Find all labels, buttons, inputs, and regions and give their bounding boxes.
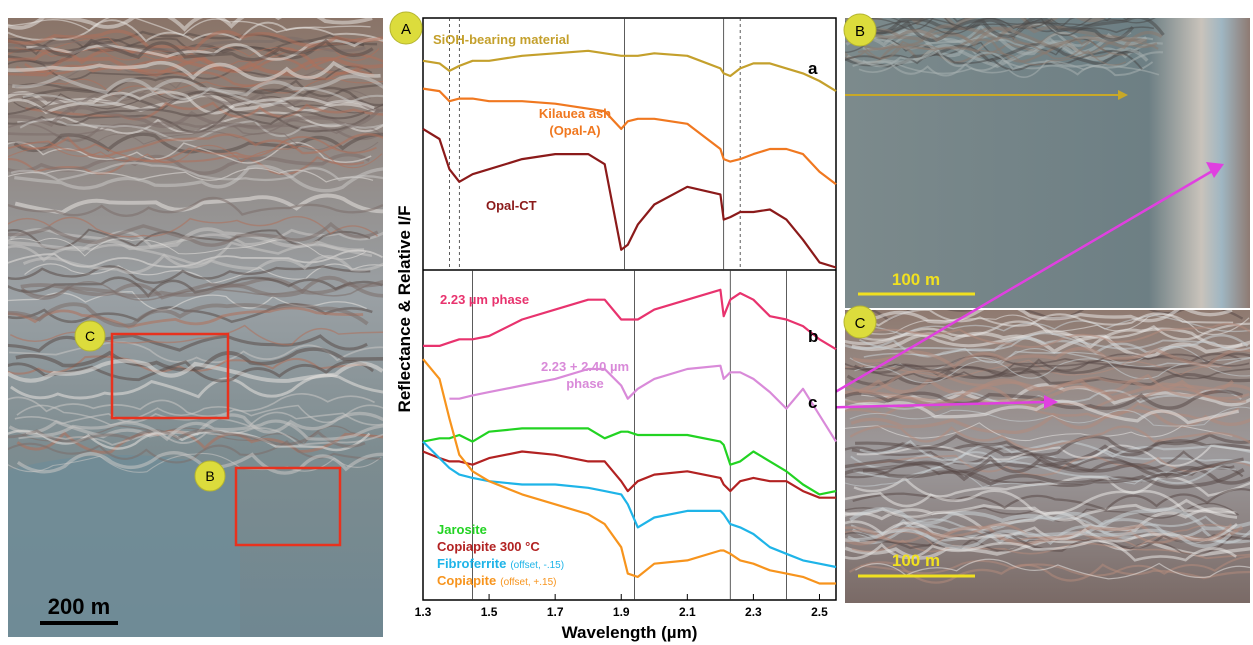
x-tick-label: 2.3 (745, 605, 762, 619)
x-tick-label: 1.3 (415, 605, 432, 619)
x-tick-label: 1.7 (547, 605, 564, 619)
scale-bar-label: 100 m (892, 551, 940, 570)
series-name: Opal-CT (486, 198, 537, 213)
series-name: Fibroferrite (437, 556, 506, 571)
series-name: 2.23 + 2.40 µm phase (541, 359, 629, 391)
box-label: B (205, 468, 214, 484)
x-tick-label: 1.9 (613, 605, 630, 619)
series-label: SiOH-bearing material (433, 31, 570, 48)
x-axis-label: Wavelength (µm) (562, 623, 698, 642)
x-tick-label: 2.5 (811, 605, 828, 619)
series-label: Copiapite 300 °C (437, 538, 540, 555)
series-name: 2.23 µm phase (440, 292, 529, 307)
figure: C B 200 m 100 m 100 m B C A a Reflectance… (0, 0, 1253, 645)
x-tick-label: 1.5 (481, 605, 498, 619)
series-name: Copiapite 300 °C (437, 539, 540, 554)
series-note: (offset, -.15) (510, 560, 564, 571)
series-label: Kilauea ash (Opal-A) (525, 105, 625, 139)
series-label: 2.23 µm phase (440, 291, 529, 308)
series-label: 2.23 + 2.40 µm phase (525, 358, 645, 392)
series-name: SiOH-bearing material (433, 32, 570, 47)
panel-label: A (401, 21, 411, 38)
series-name: Kilauea ash (Opal-A) (539, 106, 611, 138)
series-note: (offset, +.15) (500, 577, 556, 588)
plot-frame (423, 18, 836, 600)
curve-annotation: c (808, 393, 817, 412)
scale-bar-label: 100 m (892, 270, 940, 289)
figure-canvas: C B 200 m 100 m 100 m B C A a Reflectance… (0, 0, 1253, 645)
series-label: Copiapite (offset, +.15) (437, 572, 556, 591)
series-label: Opal-CT (486, 197, 537, 214)
series-name: Jarosite (437, 522, 487, 537)
panel-label: C (855, 315, 866, 332)
series-label: Jarosite (437, 521, 487, 538)
series-name: Copiapite (437, 573, 496, 588)
x-tick-label: 2.1 (679, 605, 696, 619)
y-axis-label: Reflectance & Relative I/F (395, 206, 414, 413)
panel-label: B (855, 23, 865, 40)
curve-annotation: a (808, 59, 818, 78)
scale-bar-label: 200 m (48, 594, 110, 619)
box-label: C (85, 328, 95, 344)
curve-annotation: b (808, 327, 818, 346)
